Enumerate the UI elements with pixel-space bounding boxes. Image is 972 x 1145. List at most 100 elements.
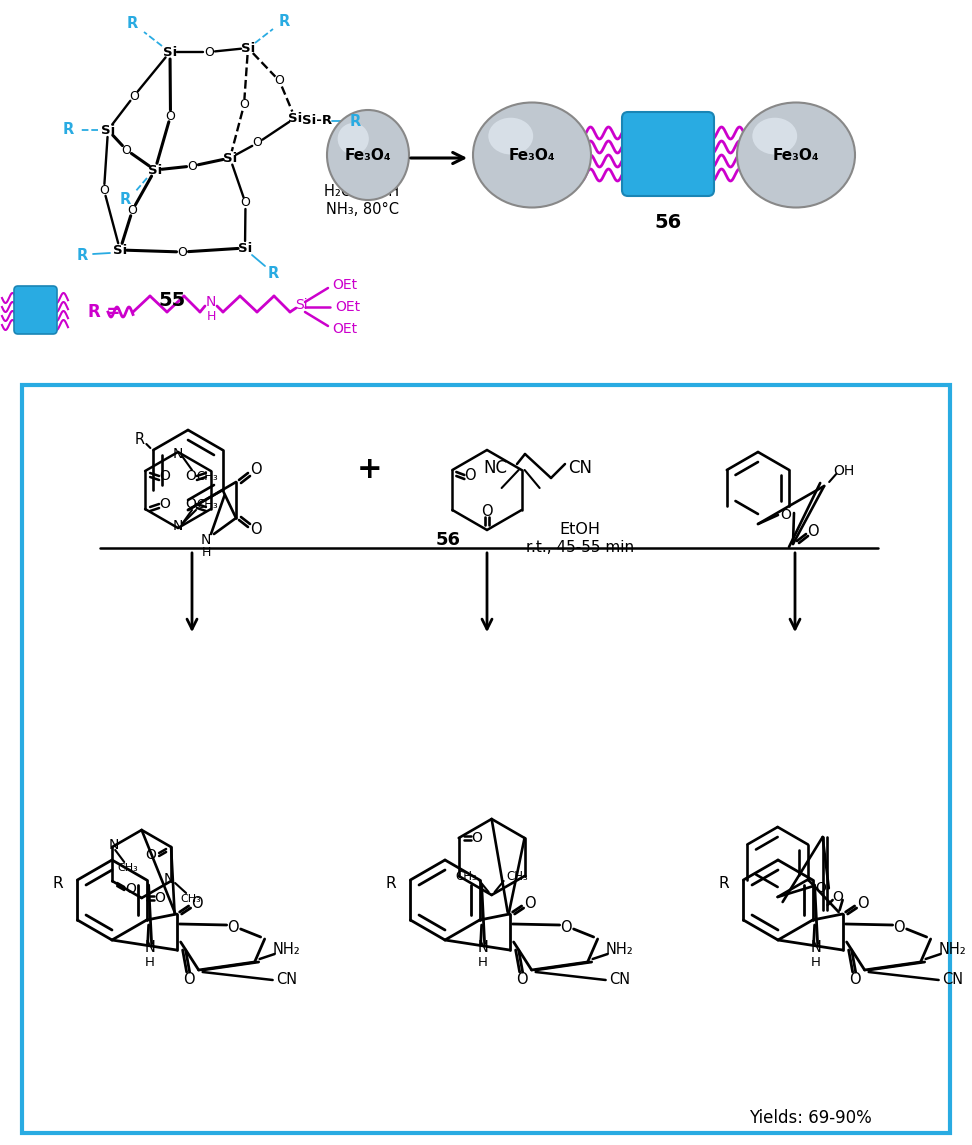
Text: CH₃: CH₃ <box>196 469 218 482</box>
Text: CN: CN <box>276 972 297 987</box>
Text: O: O <box>560 919 572 934</box>
Text: O: O <box>524 897 536 911</box>
Text: EtOH: EtOH <box>560 522 601 537</box>
Text: O: O <box>816 882 826 895</box>
Text: O: O <box>191 897 202 911</box>
Text: O: O <box>226 919 238 934</box>
Text: O: O <box>124 882 136 897</box>
Text: O: O <box>274 74 285 87</box>
Text: R: R <box>120 192 130 207</box>
Text: R: R <box>126 16 138 32</box>
Text: Si-R: Si-R <box>302 114 332 127</box>
Text: H: H <box>206 309 216 323</box>
Text: O: O <box>183 972 194 987</box>
Text: O: O <box>250 522 261 537</box>
Text: O: O <box>178 245 188 259</box>
Text: CH₃: CH₃ <box>455 870 476 884</box>
Text: Si: Si <box>148 164 162 176</box>
Text: OEt: OEt <box>335 300 361 314</box>
Text: N: N <box>477 940 488 955</box>
Text: R: R <box>62 123 74 137</box>
Text: O: O <box>481 505 493 520</box>
Text: NH₂: NH₂ <box>939 942 966 957</box>
Text: CH₃: CH₃ <box>118 863 139 872</box>
Text: O: O <box>146 848 156 862</box>
Text: R: R <box>349 113 361 128</box>
Text: CH₃: CH₃ <box>196 497 218 511</box>
Text: Si: Si <box>238 242 252 254</box>
Text: O: O <box>849 972 860 987</box>
FancyBboxPatch shape <box>622 112 714 196</box>
Text: CH₃: CH₃ <box>506 870 529 884</box>
Text: N: N <box>109 838 120 852</box>
Ellipse shape <box>488 118 534 155</box>
Text: +: + <box>357 456 383 484</box>
Text: CH₃: CH₃ <box>181 894 201 905</box>
Text: N: N <box>206 295 216 309</box>
Text: 56: 56 <box>654 213 681 232</box>
Text: O: O <box>122 143 131 157</box>
Text: R: R <box>267 266 279 281</box>
Text: NH₂: NH₂ <box>273 942 300 957</box>
Text: NH₃, 80°C: NH₃, 80°C <box>326 203 399 218</box>
Text: Yields: 69-90%: Yields: 69-90% <box>749 1110 872 1127</box>
Text: O: O <box>159 497 170 511</box>
Text: NC: NC <box>483 459 507 477</box>
Text: r.t., 45-55 min: r.t., 45-55 min <box>526 540 634 555</box>
Ellipse shape <box>473 103 591 207</box>
Text: O: O <box>893 919 905 934</box>
Text: O: O <box>516 972 528 987</box>
Text: O: O <box>159 469 170 483</box>
Text: O: O <box>807 524 818 539</box>
Text: Si: Si <box>101 124 115 136</box>
Text: N: N <box>173 447 183 461</box>
Text: O: O <box>857 897 868 911</box>
Text: O: O <box>186 469 196 483</box>
Text: O: O <box>186 497 196 511</box>
Text: R: R <box>52 876 62 891</box>
Text: Si: Si <box>163 46 177 58</box>
Text: R: R <box>77 247 87 262</box>
Text: R: R <box>385 876 396 891</box>
Text: NH₂: NH₂ <box>606 942 634 957</box>
Text: CN: CN <box>568 459 592 477</box>
Text: N: N <box>144 940 156 955</box>
FancyBboxPatch shape <box>22 385 950 1134</box>
Text: Si: Si <box>223 151 237 165</box>
Text: O: O <box>240 197 251 210</box>
Text: O: O <box>250 463 261 477</box>
Ellipse shape <box>337 123 368 155</box>
Text: OEt: OEt <box>332 278 358 292</box>
Text: O: O <box>471 831 482 845</box>
Text: O: O <box>239 98 249 111</box>
Text: O: O <box>127 204 137 216</box>
Text: Fe₃O₄: Fe₃O₄ <box>345 148 392 163</box>
Text: N: N <box>164 872 174 886</box>
Text: O: O <box>129 89 139 103</box>
Text: OH: OH <box>834 464 854 477</box>
Text: O: O <box>99 183 109 197</box>
Text: H: H <box>145 955 155 969</box>
Text: R: R <box>134 433 145 448</box>
Text: R: R <box>718 876 729 891</box>
Text: O: O <box>832 890 843 905</box>
Text: Fe₃O₄: Fe₃O₄ <box>508 148 555 163</box>
Text: H: H <box>201 545 211 559</box>
Text: N: N <box>201 534 211 547</box>
Text: N: N <box>173 519 183 534</box>
Text: CN: CN <box>609 972 630 987</box>
Text: H: H <box>477 955 488 969</box>
Text: Si: Si <box>113 244 127 256</box>
Text: O: O <box>155 891 165 905</box>
Text: H₂O, EtOH: H₂O, EtOH <box>325 184 399 199</box>
Text: R: R <box>278 14 290 29</box>
Text: 56: 56 <box>435 531 461 548</box>
Text: Si: Si <box>241 41 255 55</box>
Text: O: O <box>465 467 476 482</box>
Ellipse shape <box>327 110 409 200</box>
Text: N: N <box>811 940 821 955</box>
Ellipse shape <box>752 118 797 155</box>
Text: Si: Si <box>288 111 302 125</box>
Text: 55: 55 <box>158 291 186 309</box>
Ellipse shape <box>737 103 855 207</box>
